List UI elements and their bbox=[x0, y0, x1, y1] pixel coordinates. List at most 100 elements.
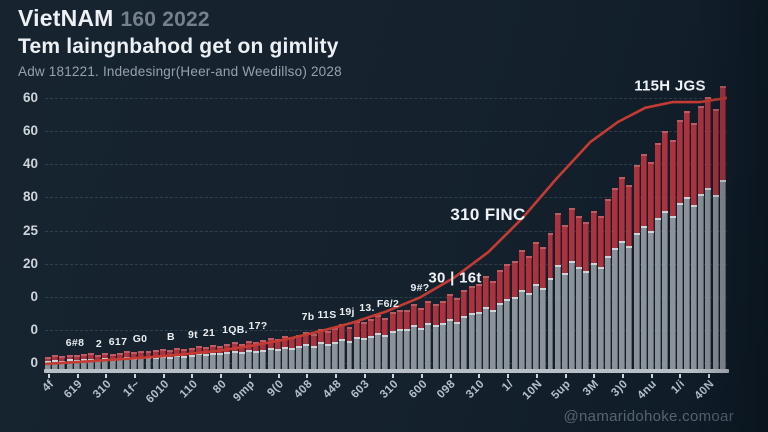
gray-bar bbox=[655, 217, 662, 371]
gray-bar bbox=[324, 343, 331, 371]
gray-bar bbox=[360, 337, 367, 371]
x-tick-label-text: 4nu bbox=[635, 378, 660, 402]
gray-bar bbox=[353, 336, 360, 371]
gray-bar bbox=[310, 345, 317, 371]
gray-bar bbox=[432, 325, 439, 371]
x-tick-mark bbox=[708, 374, 710, 378]
gray-bar bbox=[719, 180, 726, 371]
gray-bar bbox=[202, 354, 209, 371]
gray-bar bbox=[181, 355, 188, 371]
x-tick-mark bbox=[191, 374, 194, 378]
x-tick-label-text: 3M bbox=[581, 378, 602, 399]
gridline bbox=[45, 164, 727, 166]
x-tick-label-text: 6010 bbox=[143, 378, 172, 406]
gridline bbox=[45, 131, 727, 133]
trend-line-path bbox=[45, 96, 727, 366]
gridline bbox=[45, 197, 727, 199]
gray-bar bbox=[217, 353, 224, 371]
bar-value-label: G0 bbox=[132, 333, 148, 345]
x-tick-label-text: 9(0 bbox=[264, 378, 287, 400]
x-tick-mark bbox=[105, 374, 108, 378]
x-tick-mark bbox=[621, 374, 624, 378]
x-tick-label-text: 9mp bbox=[231, 378, 258, 405]
gray-bar bbox=[547, 278, 554, 371]
gray-bar bbox=[612, 248, 619, 371]
x-tick-mark bbox=[421, 374, 424, 378]
trend-line bbox=[45, 96, 727, 366]
y-tick-label: 80 bbox=[22, 189, 38, 205]
gridline bbox=[45, 230, 727, 232]
x-tick-label-text: 110 bbox=[177, 378, 200, 401]
gray-bar bbox=[52, 359, 59, 371]
gray-bar bbox=[597, 267, 604, 371]
gray-bar bbox=[561, 272, 568, 371]
gray-bar bbox=[303, 344, 310, 371]
gridline bbox=[45, 263, 727, 265]
gray-bar bbox=[45, 360, 51, 371]
y-tick-label: 60 bbox=[22, 90, 38, 105]
gray-bar bbox=[669, 216, 676, 371]
x-tick-label-text: 1/i bbox=[669, 378, 688, 397]
gray-bar bbox=[339, 338, 346, 371]
bar-value-label: B bbox=[167, 331, 175, 343]
x-tick-mark bbox=[334, 374, 337, 378]
x-tick-mark bbox=[48, 374, 50, 378]
gray-bar bbox=[195, 353, 202, 371]
gray-bar bbox=[511, 297, 518, 371]
gray-bar bbox=[583, 270, 590, 371]
x-tick-mark bbox=[535, 374, 538, 378]
x-tick-mark bbox=[679, 374, 682, 378]
x-tick-mark bbox=[478, 374, 481, 378]
bar-value-label: 11S bbox=[317, 309, 337, 321]
gray-bar bbox=[281, 346, 288, 371]
gray-bar bbox=[683, 197, 690, 371]
chart-annotation: 115H JGS bbox=[634, 77, 706, 95]
gray-bar bbox=[626, 246, 633, 371]
gray-bar bbox=[604, 255, 611, 371]
gray-bar bbox=[640, 225, 647, 371]
bar-value-label: 1QB. bbox=[222, 324, 248, 336]
bar-value-label: 21 bbox=[202, 327, 216, 339]
gray-bar bbox=[389, 331, 396, 371]
chart-annotation: 30 | 16t bbox=[428, 269, 482, 287]
y-tick-label: 0 bbox=[30, 321, 38, 337]
gray-bar bbox=[576, 267, 583, 371]
y-tick-label: 20 bbox=[22, 255, 38, 271]
x-tick-label-text: 603 bbox=[349, 378, 373, 401]
chart-caption: Adw 181221. Indedesingr(Heer-and Weedill… bbox=[18, 64, 342, 79]
gray-bar bbox=[554, 265, 561, 371]
y-tick-label: 0 bbox=[30, 288, 38, 304]
x-tick-mark bbox=[392, 374, 395, 378]
gray-bar bbox=[368, 335, 375, 371]
gray-bar bbox=[403, 329, 410, 371]
x-tick-mark bbox=[564, 374, 567, 378]
gray-bar bbox=[231, 351, 238, 371]
chart-title-main: VietNAM bbox=[18, 5, 114, 31]
x-tick-mark bbox=[593, 374, 596, 378]
gray-bar bbox=[418, 328, 425, 371]
gray-bar bbox=[88, 358, 95, 371]
x-tick-label-text: 1f~ bbox=[121, 378, 143, 400]
x-tick-mark bbox=[162, 374, 165, 378]
bar-value-label: 13. bbox=[359, 302, 375, 314]
gray-bar bbox=[346, 340, 353, 371]
x-tick-mark bbox=[363, 374, 366, 378]
gray-bar bbox=[382, 335, 389, 371]
y-tick-label: 25 bbox=[22, 222, 38, 238]
gray-bar bbox=[289, 347, 296, 371]
chart-annotation: 310 FINC bbox=[450, 205, 526, 224]
gridline bbox=[45, 98, 727, 99]
chart-title: VietNAM 160 2022 bbox=[18, 5, 342, 32]
gray-bar bbox=[332, 341, 339, 371]
gray-bar bbox=[59, 360, 66, 371]
gray-bar bbox=[475, 312, 482, 371]
bar-value-label: 2 bbox=[95, 338, 103, 350]
gray-bar bbox=[676, 202, 683, 371]
x-tick-label-text: 1/ bbox=[499, 378, 516, 394]
gray-bar bbox=[224, 352, 231, 371]
gray-bar bbox=[260, 349, 267, 371]
x-tick-mark bbox=[134, 374, 137, 378]
y-tick-label: 0 bbox=[30, 355, 38, 370]
x-tick-label-text: 600 bbox=[406, 378, 430, 401]
x-tick-label-text: 408 bbox=[291, 378, 315, 401]
